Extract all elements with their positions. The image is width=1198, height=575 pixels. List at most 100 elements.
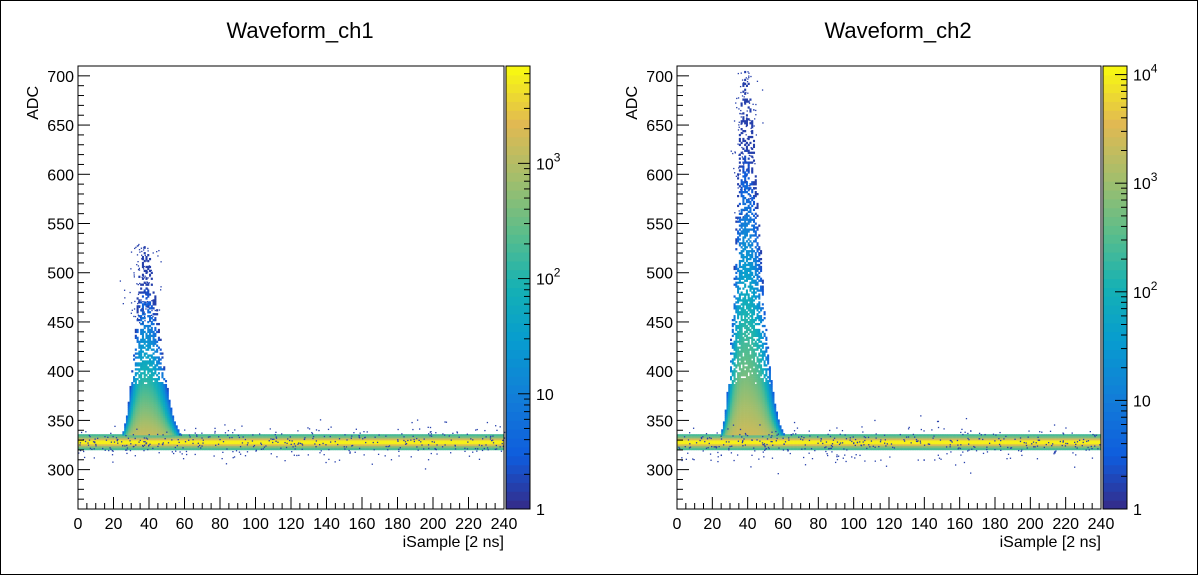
heatmap-bin: [312, 444, 315, 447]
heatmap-bin: [136, 385, 139, 389]
heatmap-bin: [234, 438, 237, 441]
heatmap-bin: [744, 447, 747, 451]
heatmap-bin: [150, 429, 153, 432]
heatmap-bin: [443, 445, 446, 449]
sparse-point: [202, 439, 204, 441]
heatmap-bin: [150, 389, 153, 393]
heatmap-bin: [156, 438, 159, 441]
heatmap-bin: [703, 442, 706, 445]
heatmap-bin: [797, 438, 800, 441]
sparse-point: [385, 435, 387, 437]
heatmap-bin: [136, 309, 139, 312]
heatmap-bin: [351, 445, 354, 449]
heatmap-bin: [141, 255, 144, 259]
sparse-point: [315, 440, 318, 442]
heatmap-bin: [120, 436, 123, 439]
heatmap-bin: [800, 434, 803, 437]
heatmap-bin: [737, 436, 740, 439]
heatmap-bin: [353, 444, 356, 447]
heatmap-bin: [502, 444, 505, 447]
heatmap-bin: [837, 445, 840, 449]
heatmap-bin: [147, 417, 150, 420]
heatmap-bin: [202, 438, 205, 441]
heatmap-bin: [814, 438, 817, 441]
heatmap-bin: [317, 445, 320, 449]
heatmap-bin: [306, 434, 310, 437]
heatmap-bin: [940, 445, 943, 449]
heatmap-bin: [124, 429, 127, 432]
heatmap-bin: [308, 442, 311, 445]
heatmap-bin: [768, 436, 771, 439]
heatmap-bin: [772, 438, 775, 441]
heatmap-bin: [131, 444, 134, 447]
heatmap-bin: [408, 434, 411, 437]
heatmap-bin: [399, 442, 402, 445]
heatmap-bin: [164, 421, 168, 424]
heatmap-bin: [145, 389, 148, 393]
heatmap-bin: [356, 434, 359, 437]
heatmap-bin: [477, 442, 480, 445]
x-tick-label: 140: [313, 516, 340, 533]
heatmap-bin: [858, 442, 862, 445]
heatmap-bin: [894, 436, 897, 439]
heatmap-bin: [97, 434, 100, 437]
sparse-point: [262, 448, 264, 450]
heatmap-bin: [338, 444, 341, 447]
heatmap-bin: [463, 442, 466, 445]
heatmap-bin: [310, 444, 313, 447]
heatmap-bin: [874, 436, 877, 439]
heatmap-bin: [170, 440, 173, 443]
heatmap-bin: [271, 444, 274, 447]
heatmap-bin: [264, 440, 267, 443]
heatmap-bin: [172, 427, 175, 430]
heatmap-bin: [134, 395, 137, 399]
x-tick-label: 240: [491, 516, 518, 533]
heatmap-bin: [255, 440, 258, 443]
heatmap-bin: [454, 436, 457, 439]
heatmap-bin: [172, 417, 175, 420]
heatmap-bin: [308, 445, 311, 449]
heatmap-bin: [149, 378, 152, 381]
heatmap-bin: [140, 330, 143, 334]
heatmap-bin: [133, 354, 136, 357]
heatmap-bin: [163, 397, 166, 401]
sparse-point: [142, 247, 145, 249]
heatmap-bin: [737, 447, 740, 451]
heatmap-bin: [880, 440, 883, 443]
heatmap-bin: [931, 447, 934, 451]
heatmap-bin: [841, 440, 844, 443]
heatmap-bin: [427, 438, 430, 441]
heatmap-bin: [797, 444, 800, 447]
heatmap-bin: [356, 442, 359, 445]
heatmap-bin: [427, 440, 430, 443]
heatmap-bin: [154, 415, 157, 418]
heatmap-bin: [189, 438, 192, 441]
sparse-point: [79, 442, 82, 444]
heatmap-bin: [133, 415, 136, 418]
heatmap-bin: [896, 436, 899, 439]
heatmap-bin: [166, 423, 169, 426]
heatmap-bin: [858, 444, 862, 447]
heatmap-bin: [749, 444, 752, 447]
heatmap-bin: [689, 436, 692, 439]
heatmap-bin: [707, 434, 710, 437]
heatmap-bin: [931, 440, 934, 443]
heatmap-bin: [765, 438, 768, 441]
heatmap-bin: [464, 442, 468, 445]
heatmap-bin: [136, 407, 139, 410]
heatmap-bin: [86, 440, 89, 443]
heatmap-bin: [322, 442, 326, 445]
heatmap-bin: [934, 440, 937, 443]
heatmap-bin: [303, 444, 306, 447]
heatmap-bin: [705, 442, 708, 445]
heatmap-bin: [324, 447, 327, 451]
heatmap-bin: [777, 444, 780, 447]
heatmap-bin: [230, 440, 233, 443]
heatmap-bin: [92, 438, 95, 441]
heatmap-bin: [687, 447, 690, 451]
heatmap-bin: [411, 434, 414, 437]
heatmap-bin: [170, 411, 173, 414]
heatmap-bin: [347, 436, 350, 439]
heatmap-bin: [133, 358, 136, 361]
heatmap-bin: [367, 436, 370, 439]
